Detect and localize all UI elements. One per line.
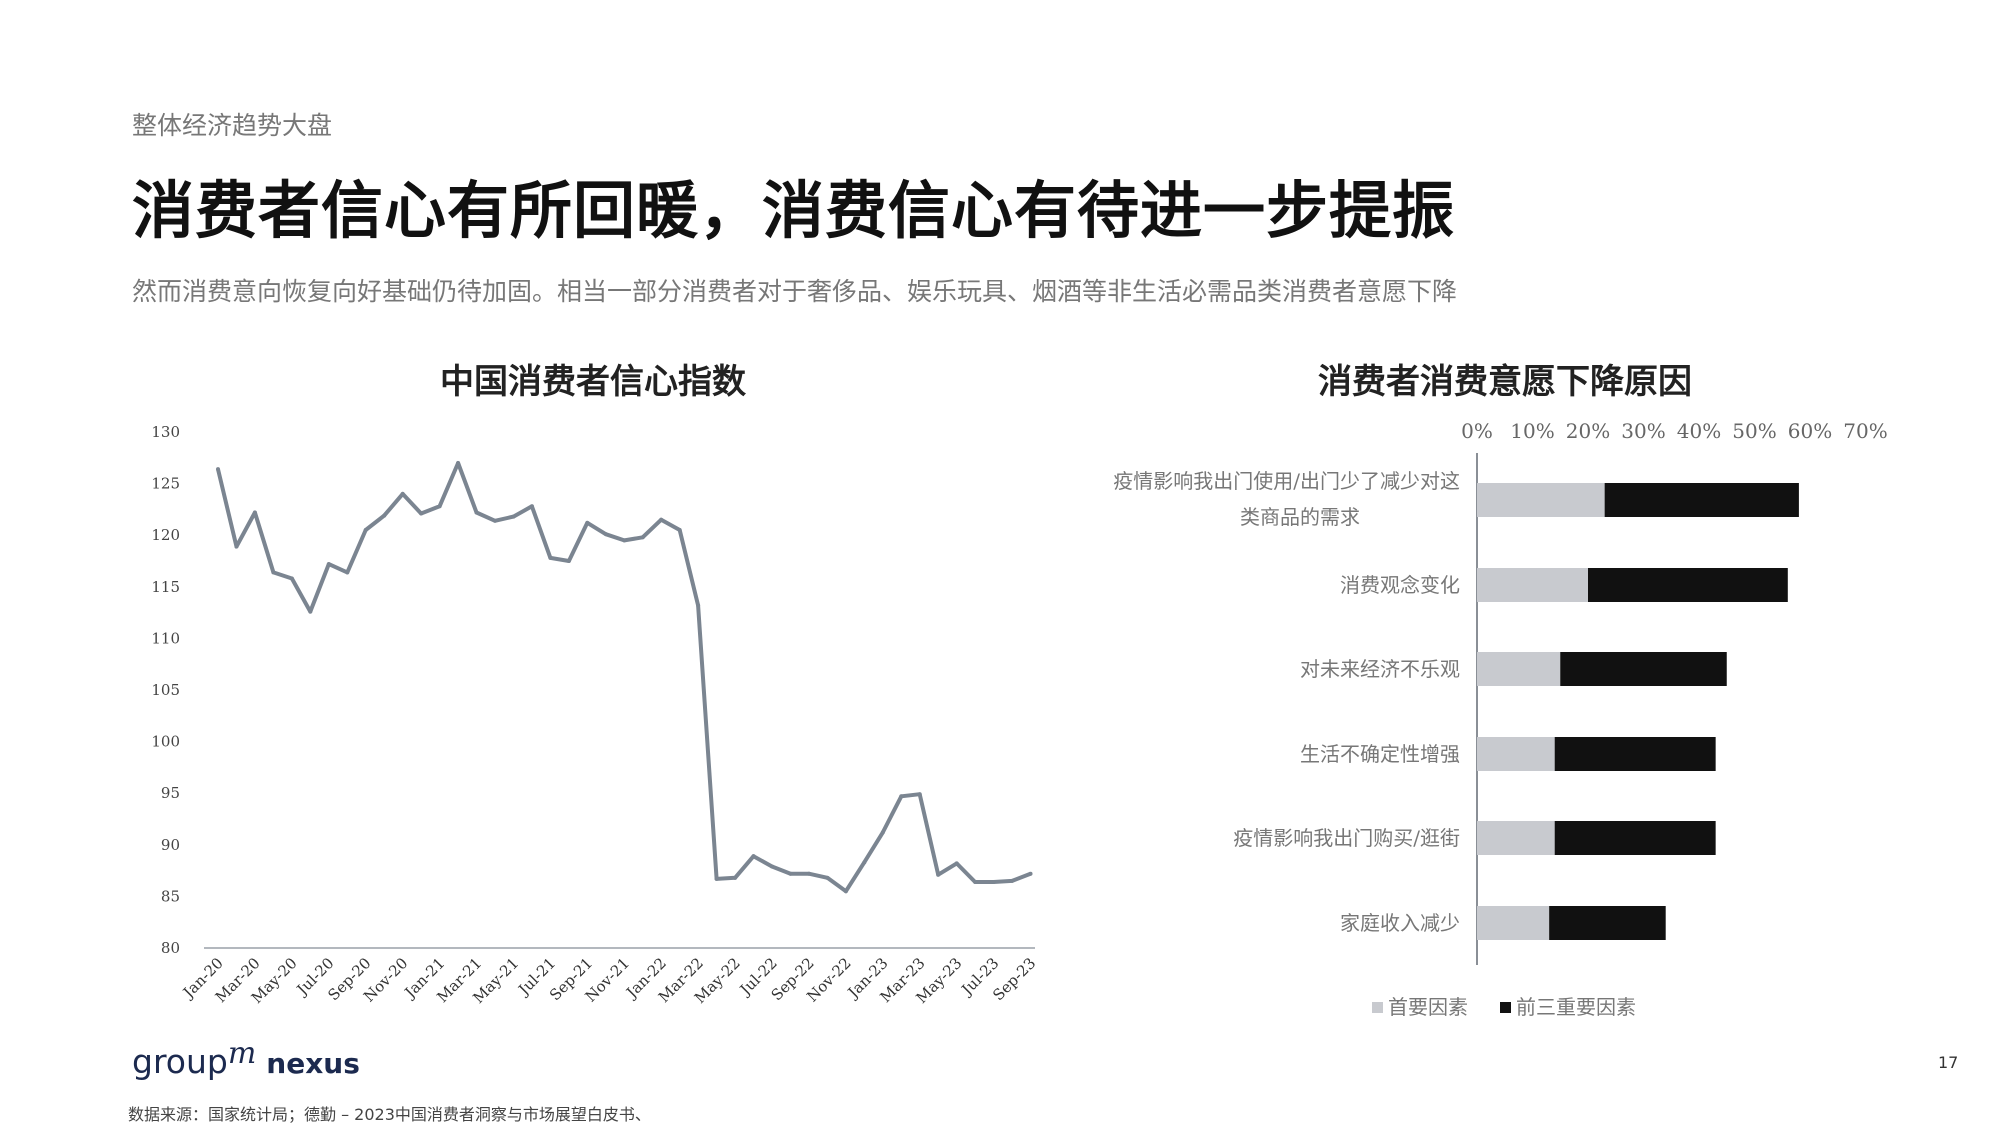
data-point	[733, 875, 738, 880]
data-point	[585, 520, 590, 525]
data-point	[603, 532, 608, 537]
data-point	[714, 876, 719, 881]
bar-primary-factor	[1477, 483, 1605, 517]
data-point	[234, 544, 239, 549]
bar-top3-factor	[1560, 652, 1727, 686]
data-point	[271, 570, 276, 575]
legend-swatch	[1372, 1002, 1383, 1013]
data-point	[252, 510, 257, 515]
consumer-confidence-line-chart: 80859095100105110115120125130Jan-20Mar-2…	[151, 423, 1039, 1007]
data-point	[843, 889, 848, 894]
data-point	[419, 511, 424, 516]
category-label: 疫情影响我出门购买/逛街	[1233, 826, 1460, 850]
data-point	[880, 830, 885, 835]
bar-primary-factor	[1477, 652, 1561, 686]
data-point	[289, 576, 294, 581]
data-point	[566, 559, 571, 563]
y-tick-label: 125	[151, 475, 180, 493]
data-point	[474, 510, 479, 515]
y-tick-label: 95	[161, 784, 180, 802]
y-tick-label: 85	[161, 887, 180, 905]
data-point	[788, 871, 793, 876]
data-point	[770, 864, 774, 869]
bar-primary-factor	[1477, 737, 1555, 771]
data-point	[529, 504, 534, 509]
bar-primary-factor	[1477, 906, 1550, 940]
x-tick-label: 50%	[1732, 419, 1776, 443]
x-tick-label: 40%	[1677, 419, 1721, 443]
legend-swatch	[1500, 1002, 1511, 1013]
page-number: 17	[1938, 1053, 1959, 1072]
data-point	[862, 860, 867, 865]
data-point	[1010, 878, 1015, 883]
data-point	[991, 879, 996, 884]
data-point	[659, 517, 664, 522]
x-tick-label: 20%	[1566, 419, 1610, 443]
data-point	[400, 491, 405, 496]
category-label: 类商品的需求	[1240, 505, 1360, 529]
y-tick-label: 105	[151, 681, 180, 699]
data-point	[696, 603, 701, 608]
data-point	[622, 538, 627, 543]
section-label: 整体经济趋势大盘	[132, 111, 333, 140]
data-point	[363, 528, 368, 533]
y-tick-label: 130	[151, 423, 180, 441]
data-point	[493, 518, 497, 523]
confidence-index-series-line	[216, 461, 1032, 894]
x-tick-label: 30%	[1621, 419, 1665, 443]
data-point	[751, 854, 756, 859]
data-point	[825, 875, 830, 880]
y-tick-label: 90	[161, 836, 180, 854]
bar-top3-factor	[1554, 821, 1716, 855]
data-point	[936, 872, 941, 877]
category-label: 消费观念变化	[1340, 573, 1460, 597]
y-tick-label: 100	[151, 733, 180, 751]
bar-top3-factor	[1588, 568, 1788, 602]
line-chart-title: 中国消费者信心指数	[440, 362, 746, 402]
data-point	[382, 513, 387, 518]
bar-top3-factor	[1554, 737, 1716, 771]
legend-label: 前三重要因素	[1516, 995, 1636, 1019]
spending-decline-reasons-bar-chart: 0% 10% 20% 30% 40% 50% 60% 70% 疫情影响我出门使用/出门少了减少对…	[1113, 419, 1887, 1019]
category-label: 生活不确定性增强	[1300, 742, 1460, 766]
bar-primary-factor	[1477, 568, 1588, 602]
data-point	[548, 555, 553, 560]
bar-top3-factor	[1549, 906, 1666, 940]
bar-top3-factor	[1604, 483, 1799, 517]
groupm-nexus-logo: groupm nexus	[132, 1036, 360, 1081]
x-tick-label: 70%	[1843, 419, 1887, 443]
data-point	[899, 794, 904, 799]
category-label: 家庭收入减少	[1340, 911, 1460, 935]
data-point	[806, 871, 811, 876]
data-point	[973, 879, 978, 884]
data-point	[326, 562, 331, 567]
category-label: 对未来经济不乐观	[1300, 657, 1460, 681]
y-tick-label: 120	[151, 526, 180, 544]
page-title: 消费者信心有所回暖，消费信心有待进一步提振	[132, 174, 1456, 247]
data-point	[345, 570, 350, 575]
bar-chart-title: 消费者消费意愿下降原因	[1318, 362, 1692, 402]
data-point	[308, 609, 313, 614]
x-tick-label: 60%	[1788, 419, 1832, 443]
bar-primary-factor	[1477, 821, 1555, 855]
y-tick-label: 80	[161, 939, 180, 957]
x-tick-label: 0%	[1461, 419, 1493, 443]
data-point	[640, 535, 645, 540]
data-point	[437, 504, 442, 509]
legend-label: 首要因素	[1388, 995, 1468, 1019]
data-point	[511, 514, 516, 519]
y-tick-label: 115	[151, 578, 180, 596]
data-point	[677, 528, 682, 533]
data-source-note: 数据来源：国家统计局；德勤 – 2023中国消费者洞察与市场展望白皮书、	[128, 1105, 651, 1124]
data-point	[1028, 871, 1033, 876]
data-point	[917, 792, 922, 797]
category-label: 疫情影响我出门使用/出门少了减少对这	[1113, 469, 1460, 493]
x-tick-label: 10%	[1510, 419, 1554, 443]
page-subtitle: 然而消费意向恢复向好基础仍待加固。相当一部分消费者对于奢侈品、娱乐玩具、烟酒等非…	[132, 277, 1458, 306]
data-point	[954, 861, 959, 866]
y-tick-label: 110	[151, 629, 180, 647]
data-point	[456, 460, 461, 465]
data-point	[216, 467, 220, 472]
